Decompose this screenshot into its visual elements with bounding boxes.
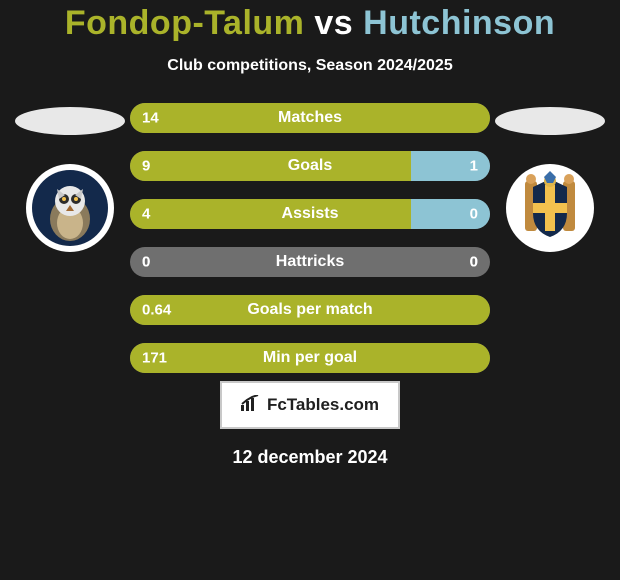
title-vs: vs (314, 4, 353, 42)
left-club-crest (25, 163, 115, 253)
stat-bar-right-segment: 1 (411, 151, 490, 181)
crest-right-svg (505, 163, 595, 253)
source-logo-text: FcTables.com (267, 395, 379, 415)
date-text: 12 december 2024 (232, 447, 387, 468)
right-club-crest (505, 163, 595, 253)
stat-left-value: 14 (142, 110, 159, 127)
stat-bar-row: 0000Hattricks (130, 247, 490, 277)
stat-bar-left-segment: 9 (130, 151, 411, 181)
stat-left-value: 9 (142, 158, 150, 175)
stat-bar-row: 14 Matches (130, 103, 490, 133)
stat-left-value: 0 (142, 254, 150, 271)
source-logo-box: FcTables.com (220, 381, 400, 429)
stat-bar-row: 171 Min per goal (130, 343, 490, 373)
stat-right-value: 0 (470, 254, 478, 271)
bars-group: 14Matches91Goals40Assists0000Hattricks0.… (130, 103, 490, 373)
stat-bar-label: Goals (288, 157, 332, 175)
stat-bar-row: 0.64 Goals per match (130, 295, 490, 325)
stat-left-value: 0.64 (142, 302, 171, 319)
subtitle: Club competitions, Season 2024/2025 (167, 57, 452, 75)
page-title: Fondop-Talum vs Hutchinson (65, 4, 555, 43)
crest-left-svg (25, 163, 115, 253)
stat-bar-label: Assists (282, 205, 339, 223)
stat-bar-row: 9 1 Goals (130, 151, 490, 181)
stat-bar-left-segment: 4 (130, 199, 411, 229)
stat-bar-row: 4 0 Assists (130, 199, 490, 229)
left-oval-placeholder (15, 107, 125, 135)
stat-right-value: 1 (470, 158, 478, 175)
stat-right-value: 0 (470, 206, 478, 223)
chart-icon (241, 395, 261, 416)
stat-bar-label: Min per goal (263, 349, 357, 367)
stat-left-value: 4 (142, 206, 150, 223)
left-column (10, 103, 130, 253)
stat-left-value: 171 (142, 350, 167, 367)
title-player2: Hutchinson (363, 4, 555, 42)
stat-bar-label: Hattricks (276, 253, 344, 271)
title-player1: Fondop-Talum (65, 4, 305, 42)
main-row: 14Matches91Goals40Assists0000Hattricks0.… (0, 103, 620, 373)
stat-bar-label: Matches (278, 109, 342, 127)
stat-bar-right-segment: 0 (411, 199, 490, 229)
stat-bar-label: Goals per match (247, 301, 372, 319)
right-oval-placeholder (495, 107, 605, 135)
infographic-container: Fondop-Talum vs Hutchinson Club competit… (0, 0, 620, 580)
right-column (490, 103, 610, 253)
